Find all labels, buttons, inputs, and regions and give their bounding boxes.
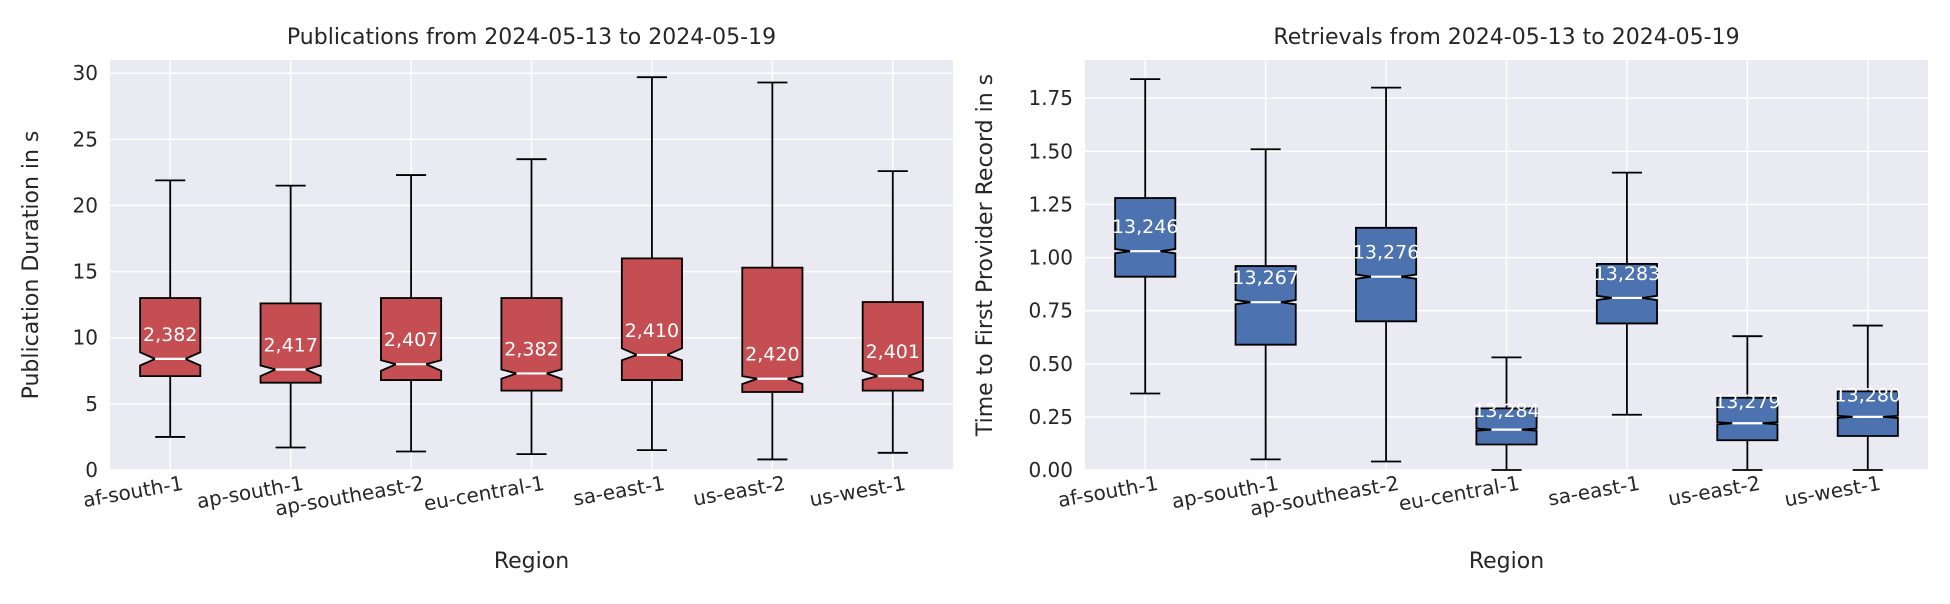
chart-title: Retrievals from 2024-05-13 to 2024-05-19 (1273, 25, 1739, 50)
y-tick-label: 1.50 (1028, 139, 1073, 163)
box-ap-southeast-2: 2,407 (380, 174, 443, 453)
box-body (1114, 197, 1177, 278)
x-tick-label: sa-east-1 (571, 471, 666, 511)
box-body (1355, 226, 1418, 323)
x-tick-label: us-west-1 (808, 471, 908, 512)
box-body (380, 297, 443, 381)
box-body (1595, 263, 1658, 325)
box-us-east-2: 13,279 (1714, 335, 1781, 471)
count-label: 13,276 (1353, 242, 1419, 264)
count-label: 2,420 (745, 344, 799, 366)
x-tick-label: us-west-1 (1783, 471, 1883, 512)
box-us-east-2: 2,420 (741, 81, 804, 461)
box-ap-south-1: 2,417 (259, 184, 322, 449)
box-us-west-1: 2,401 (861, 170, 924, 454)
box-af-south-1: 2,382 (139, 179, 202, 438)
count-label: 13,283 (1594, 263, 1660, 285)
count-label: 13,246 (1112, 216, 1178, 238)
x-tick-label: eu-central-1 (422, 471, 546, 516)
y-tick-label: 1.25 (1028, 192, 1073, 216)
count-label: 2,382 (143, 324, 197, 346)
box-af-south-1: 13,246 (1112, 78, 1178, 395)
chart-title: Publications from 2024-05-13 to 2024-05-… (287, 25, 776, 50)
box-sa-east-1: 13,283 (1594, 171, 1660, 416)
count-label: 13,280 (1835, 385, 1901, 407)
box-body (741, 266, 804, 393)
count-label: 2,401 (866, 341, 920, 363)
box-body (1475, 407, 1538, 446)
x-tick-label: us-east-2 (691, 471, 787, 511)
count-label: 2,407 (384, 329, 438, 351)
y-tick-label: 0.50 (1028, 352, 1073, 376)
box-body (861, 301, 924, 392)
count-label: 13,279 (1714, 391, 1780, 413)
box-body (500, 297, 563, 392)
x-tick-label: eu-central-1 (1397, 471, 1521, 516)
chart-panel-2: 0.00 0.25 0.50 0.75 1.00 1.25 1.50 1.75 13,246 13… (973, 25, 1928, 574)
count-label: 2,417 (263, 334, 317, 356)
count-label: 2,410 (625, 320, 679, 342)
y-axis-label: Publication Duration in s (19, 131, 44, 400)
y-tick-label: 30 (73, 61, 98, 85)
box-sa-east-1: 2,410 (620, 76, 683, 452)
box-body (1716, 396, 1779, 442)
x-axis-label: Region (1469, 549, 1544, 574)
x-axis-label: Region (494, 549, 569, 574)
box-us-west-1: 13,280 (1835, 324, 1901, 471)
y-tick-label: 25 (73, 127, 98, 151)
y-tick-label: 1.00 (1028, 246, 1073, 270)
box-eu-central-1: 13,284 (1473, 356, 1540, 471)
box-body (1234, 265, 1297, 346)
count-label: 13,284 (1473, 400, 1539, 422)
y-tick-label: 0.75 (1028, 299, 1073, 323)
y-tick-label: 0.25 (1028, 405, 1073, 429)
y-axis-label: Time to First Provider Record in s (973, 74, 998, 437)
y-tick-label: 20 (73, 193, 98, 217)
x-tick-label: sa-east-1 (1546, 471, 1641, 511)
y-tick-label: 1.75 (1028, 86, 1073, 110)
box-body (139, 297, 202, 377)
box-ap-southeast-2: 13,276 (1353, 86, 1419, 463)
box-eu-central-1: 2,382 (500, 158, 563, 456)
box-ap-south-1: 13,267 (1232, 148, 1299, 461)
y-tick-label: 0.00 (1028, 458, 1073, 482)
y-tick-label: 5 (85, 392, 98, 416)
count-label: 2,382 (504, 338, 558, 360)
count-label: 13,267 (1232, 267, 1298, 289)
x-tick-label: us-east-2 (1666, 471, 1762, 511)
box-body (1836, 390, 1899, 437)
y-tick-label: 10 (73, 326, 98, 350)
box-body (259, 302, 322, 384)
y-tick-label: 15 (73, 260, 98, 284)
box-body (620, 257, 683, 381)
y-tick-label: 0 (85, 458, 98, 482)
chart-panel-1: 0 5 10 15 20 25 30 2,382 2,417 2,407 2,382 2,410 2,4… (19, 25, 953, 574)
